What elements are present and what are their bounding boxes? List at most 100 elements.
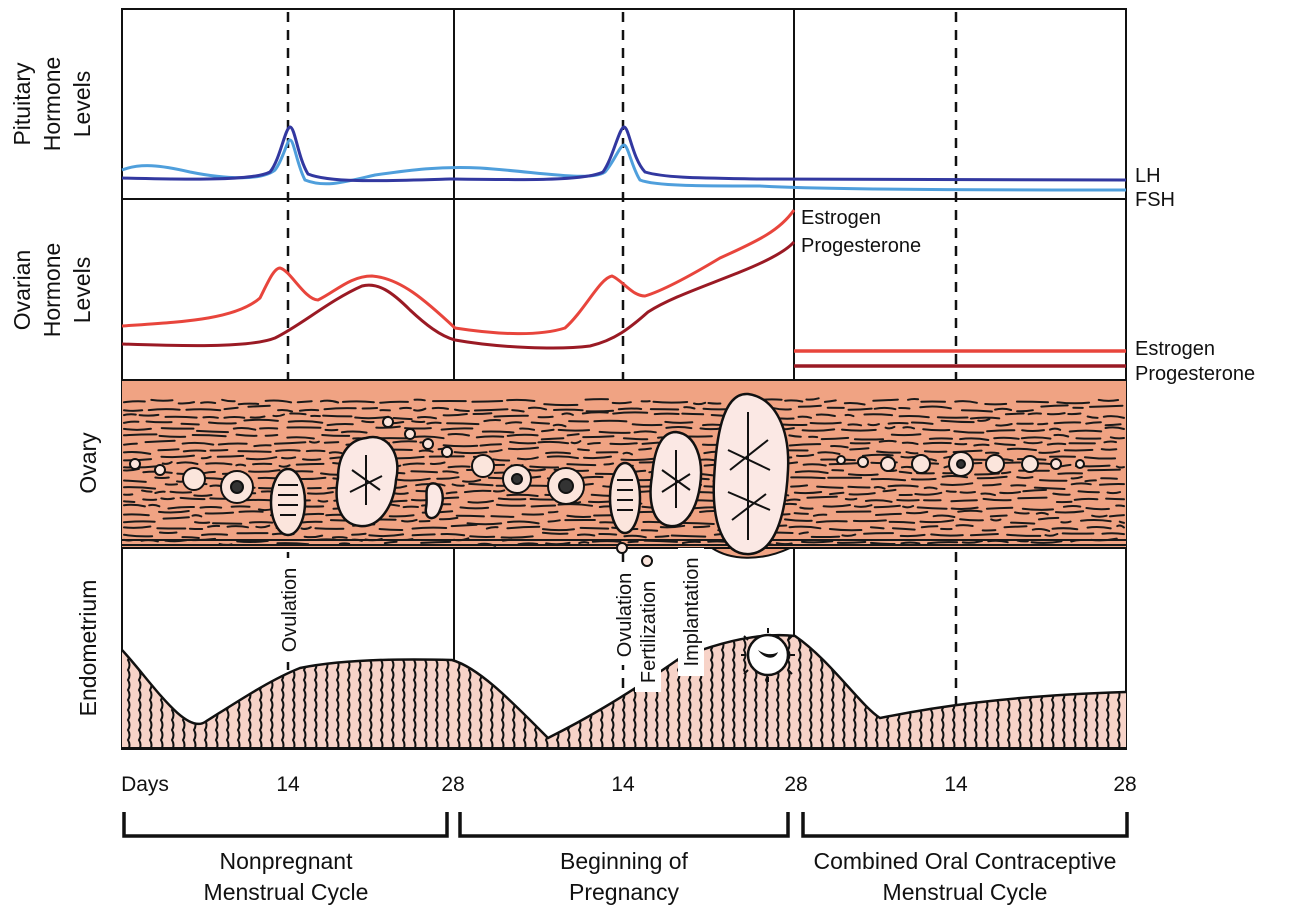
ovary-fiber-stroke (158, 510, 190, 514)
ovary-fiber-stroke (1021, 507, 1054, 511)
ovary-fiber-stroke (950, 506, 979, 510)
ovary-fiber-stroke (878, 439, 897, 443)
ovary-fiber-stroke (898, 406, 911, 410)
endometrial-gland (544, 635, 549, 748)
ovary-fiber-stroke (506, 525, 541, 530)
ovary-fiber-stroke (945, 490, 957, 493)
ovary-fiber-stroke (920, 525, 939, 529)
ovary-fiber-stroke (1100, 477, 1118, 480)
ovary-fiber-stroke (232, 427, 257, 431)
ovary-fiber-stroke (612, 411, 649, 415)
ovary-fiber-stroke (822, 504, 851, 508)
phase-coc-line1: Combined Oral Contraceptive (814, 848, 1117, 874)
ovary-fiber-stroke (902, 426, 916, 430)
ovary-fiber-stroke (788, 434, 802, 438)
ovary-fiber-stroke (603, 462, 615, 466)
ovary-fiber-stroke (469, 535, 496, 538)
ovary-fiber-stroke (281, 456, 297, 460)
ovary-fiber-stroke (492, 458, 511, 462)
ovary-fiber-stroke (396, 477, 431, 482)
ovary-fiber-stroke (123, 420, 140, 424)
ovary-fiber-stroke (543, 403, 579, 407)
endometrial-gland (1017, 635, 1022, 748)
ovary-fiber-stroke (451, 483, 465, 487)
ovary-fiber-stroke (278, 464, 291, 468)
ovary-fiber-stroke (1022, 488, 1047, 493)
ovary-fiber-stroke (429, 461, 446, 466)
ovary-fiber-stroke (440, 532, 466, 537)
ovary-fiber-stroke (864, 499, 893, 503)
fertilization-label: Fertilization (638, 581, 660, 683)
ovary-fiber-stroke (633, 430, 657, 434)
ovary-fiber-stroke (587, 442, 601, 445)
day-14-label: 14 (944, 773, 968, 796)
ovary-fiber-stroke (790, 484, 809, 488)
ovary-fiber-stroke (870, 541, 896, 545)
ovary-fiber-stroke (123, 500, 136, 503)
ovary-fiber-stroke (1014, 511, 1030, 515)
ovary-fiber-stroke (212, 522, 243, 525)
ovary-fiber-stroke (463, 489, 492, 494)
ovary-fiber-stroke (411, 420, 426, 423)
ovary-fiber-stroke (875, 512, 902, 516)
ovary-fiber-stroke (1051, 527, 1079, 531)
ovary-fiber-stroke (914, 491, 943, 496)
ovary-fiber-stroke (928, 437, 953, 440)
ovary-fiber-stroke (1067, 412, 1082, 416)
ovary-fiber-stroke (161, 461, 173, 465)
endometrial-gland (874, 635, 879, 748)
ovary-fiber-stroke (1085, 421, 1102, 425)
follicle-small (441, 446, 453, 458)
estrogen-curve-rising (121, 209, 796, 336)
ovary-fiber-stroke (202, 415, 219, 419)
ovary-fiber-stroke (919, 405, 952, 410)
ovarian-curves (121, 209, 1126, 368)
ovary-fiber-stroke (611, 401, 632, 405)
ovary-fiber-stroke (123, 486, 157, 490)
ovary-fiber-stroke (181, 536, 200, 539)
fertilized-egg (641, 555, 653, 567)
ovary-fiber-stroke (123, 442, 138, 446)
ovary-fiber-stroke (836, 541, 867, 544)
ovary-fiber-stroke (653, 412, 680, 416)
ovary-fiber-stroke (167, 505, 195, 510)
ruptured-follicle (269, 467, 307, 537)
ovary-fiber-stroke (388, 514, 415, 518)
ovary-fiber-stroke (990, 518, 1002, 522)
fsh-label: FSH (1135, 189, 1175, 211)
corpus-luteum-pregnancy (712, 392, 790, 556)
ovary-fiber-stroke (158, 434, 187, 438)
ovulation-label-1: Ovulation (279, 568, 301, 653)
pituitary-label-line3: Levels (69, 71, 95, 137)
ovary-fiber-stroke (420, 540, 452, 544)
ovary-fiber-stroke (1010, 521, 1036, 525)
follicle-small (382, 416, 394, 428)
ovary-fiber-stroke (847, 423, 863, 427)
day-28-label: 28 (441, 773, 464, 796)
ovary-fiber-stroke (468, 482, 494, 487)
endometrial-gland (1083, 635, 1088, 748)
ovary-fiber-stroke (237, 450, 272, 453)
ovary-fiber-stroke (681, 412, 705, 416)
day-14-label: 14 (276, 773, 300, 796)
endometrial-gland (181, 635, 186, 748)
ovary-fiber-stroke (916, 506, 948, 510)
corpus-albicans (424, 482, 444, 520)
ovary-fiber-stroke (982, 497, 1012, 502)
ovary-fiber-stroke (323, 407, 357, 411)
ovary-fiber-stroke (1027, 412, 1042, 416)
ovary-fiber-stroke (417, 415, 437, 420)
ovary-fiber-stroke (954, 400, 978, 404)
ovary-fiber-stroke (1085, 507, 1110, 511)
ovary-fiber-stroke (598, 532, 618, 536)
ovary-fiber-stroke (561, 412, 574, 416)
pituitary-curves (121, 125, 1127, 192)
ovary-fiber-stroke (392, 440, 418, 444)
ovary-fiber-stroke (209, 449, 229, 452)
endometrial-gland (896, 635, 901, 748)
ovary-fiber-stroke (488, 449, 503, 453)
ovary-fiber-stroke (287, 420, 324, 424)
ovary-fiber-stroke (160, 427, 195, 430)
ovary-fiber-stroke (873, 486, 886, 490)
ovary-fiber-stroke (154, 476, 170, 480)
